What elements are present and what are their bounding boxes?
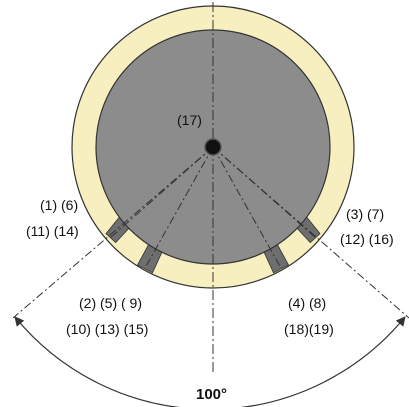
- label-left-lower-1: (2) (5) ( 9): [79, 295, 142, 311]
- angle-label: 100°: [196, 386, 227, 403]
- radial-lines: [12, 146, 409, 319]
- label-right-upper-2: (12) (16): [340, 231, 394, 247]
- radial-line-left-upper: [109, 146, 214, 239]
- label-center: (17): [177, 112, 202, 128]
- radial-line-outer-left: [12, 146, 214, 319]
- radial-line-outer-right: [212, 146, 409, 319]
- hub: [204, 138, 222, 156]
- label-left-lower-2: (10) (13) (15): [66, 321, 148, 337]
- label-right-lower-1: (4) (8): [288, 295, 326, 311]
- radial-line-right-lower: [212, 146, 282, 269]
- radial-line-left-lower: [144, 146, 214, 269]
- label-left-upper-2: (11) (14): [26, 223, 79, 239]
- label-left-upper-1: (1) (6): [40, 197, 78, 213]
- label-right-lower-2: (18)(19): [284, 321, 334, 337]
- angle-arc: [14, 316, 406, 407]
- label-right-upper-1: (3) (7): [346, 206, 384, 222]
